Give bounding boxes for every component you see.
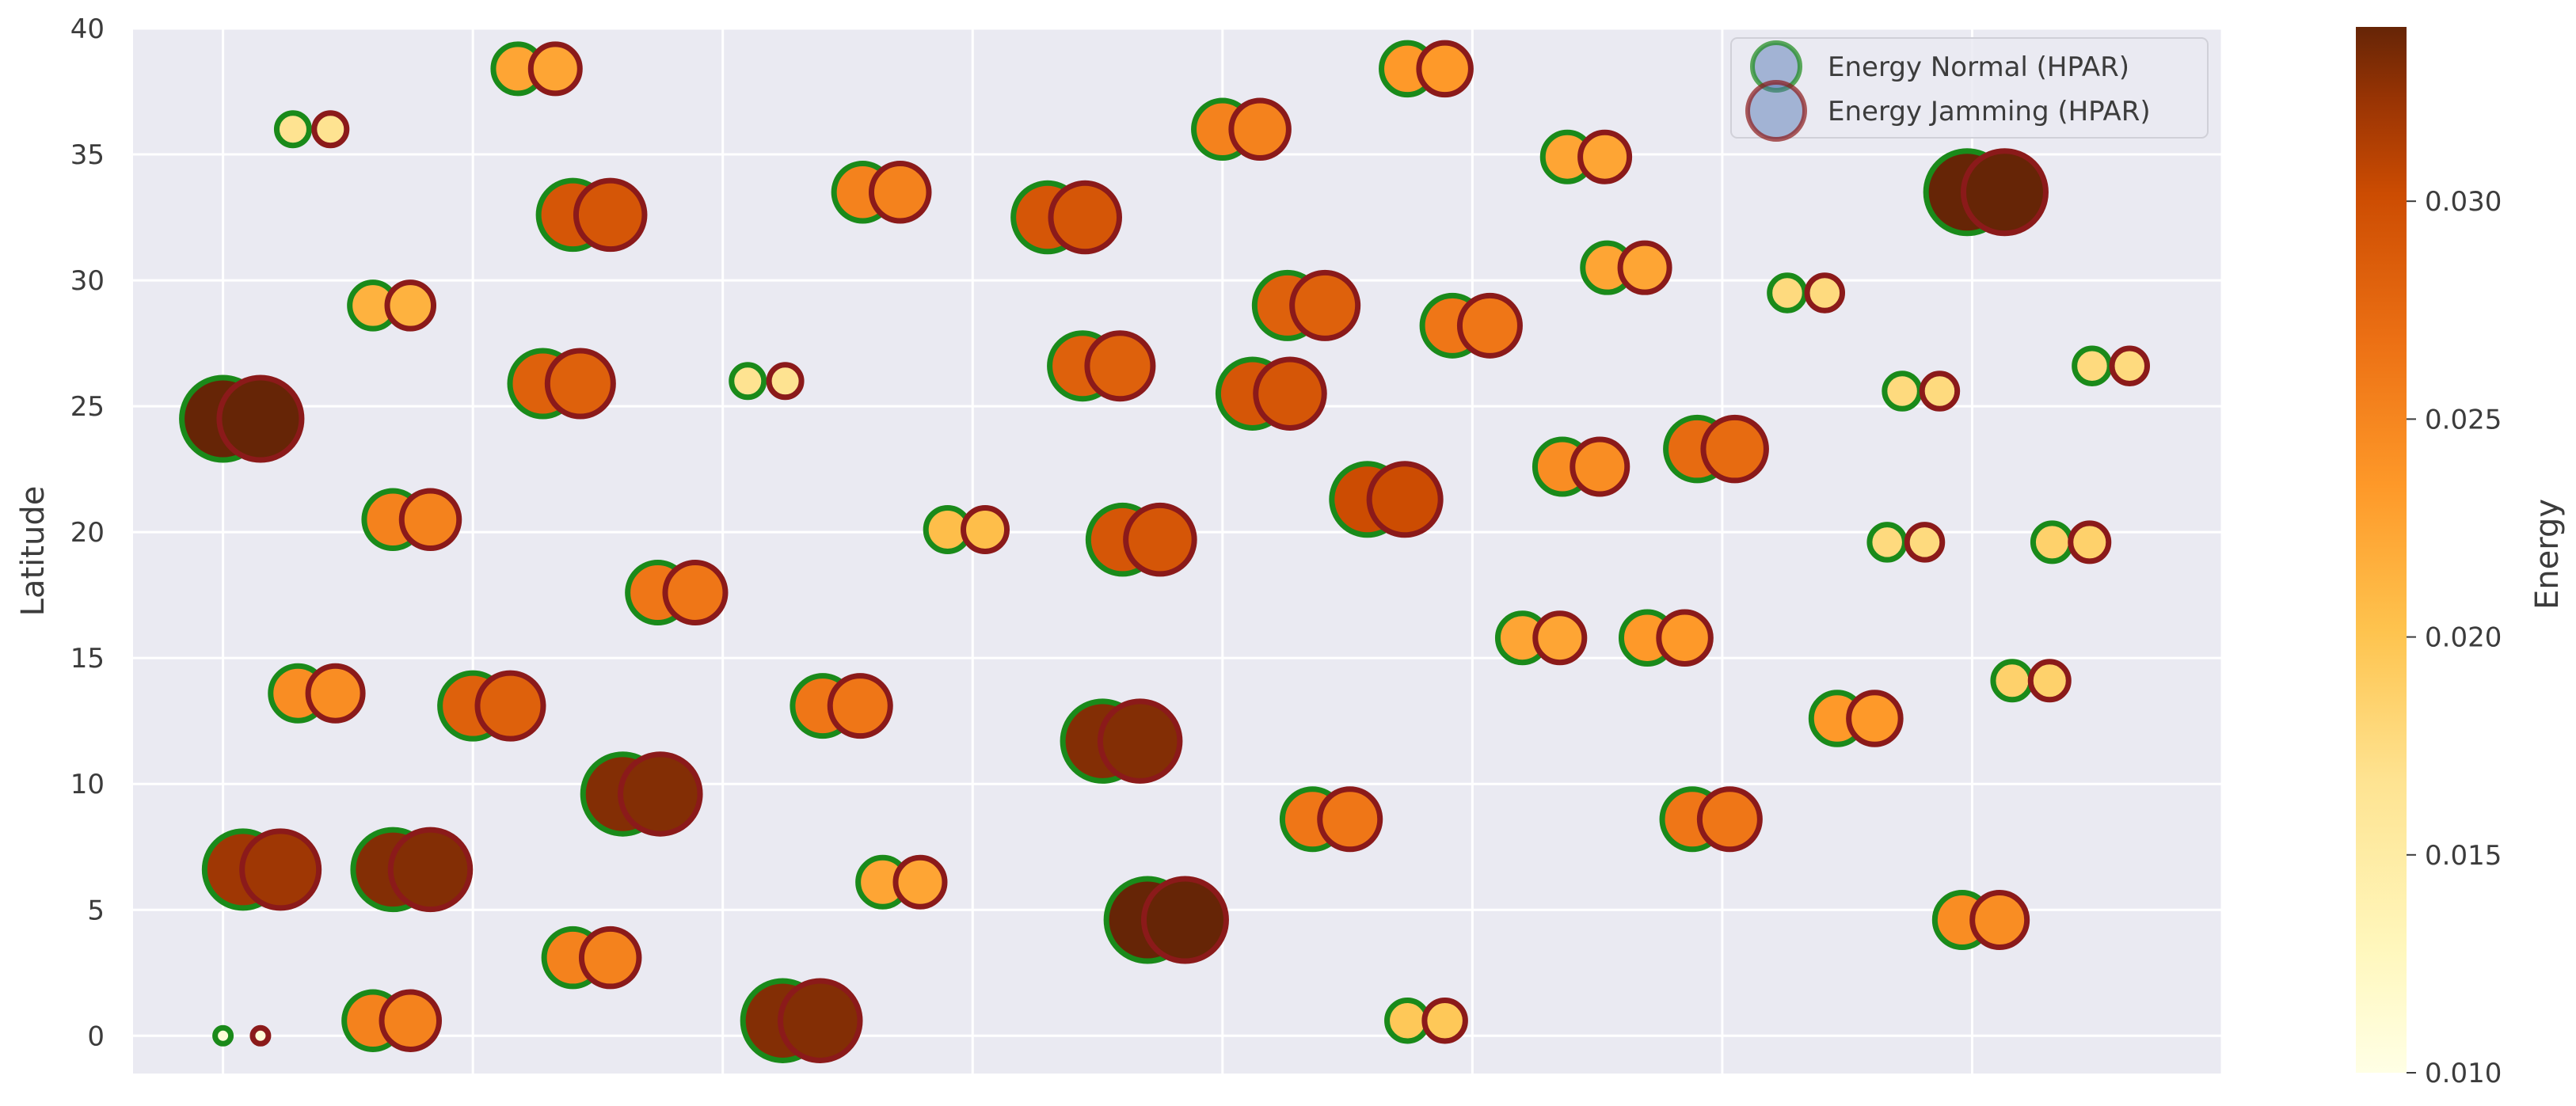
point-normal: [1866, 522, 1908, 563]
point-jamming: [868, 160, 932, 224]
point-jamming: [216, 374, 305, 463]
y-tick-label: 0: [87, 1020, 105, 1052]
point-jamming: [1804, 272, 1846, 314]
colorbar-tick-label: 0.025: [2425, 404, 2502, 435]
point-jamming: [527, 41, 583, 97]
point-jamming: [1846, 690, 1904, 747]
point-jamming: [2027, 659, 2072, 703]
point-jamming: [1969, 889, 2030, 950]
point-jamming: [1140, 876, 1229, 964]
y-tick-label: 5: [87, 895, 105, 926]
point-jamming: [1532, 610, 1588, 666]
point-jamming: [1700, 414, 1769, 484]
point-jamming: [778, 978, 863, 1063]
point-normal: [729, 362, 767, 401]
point-jamming: [1366, 461, 1444, 538]
point-jamming: [1456, 292, 1523, 359]
point-jamming: [618, 751, 703, 837]
data-points: [179, 40, 2150, 1063]
legend-marker-jamming: [1745, 80, 1807, 142]
point-jamming: [1904, 522, 1946, 563]
point-jamming: [662, 559, 729, 625]
point-jamming: [1228, 97, 1292, 161]
point-jamming: [379, 989, 443, 1052]
point-jamming: [1253, 356, 1327, 431]
legend-marker-normal: [1750, 40, 1802, 93]
point-jamming: [892, 854, 948, 910]
point-normal: [1882, 371, 1923, 412]
colorbar-tick-label: 0.020: [2425, 622, 2502, 654]
y-tick-labels: 0 5 10 15 20 25 30 35 40: [70, 13, 105, 1052]
point-jamming: [1048, 180, 1122, 255]
point-jamming: [1416, 40, 1474, 98]
point-jamming: [827, 673, 893, 739]
y-tick-label: 35: [70, 139, 105, 171]
point-jamming: [1289, 269, 1361, 341]
legend-label-jamming: Energy Jamming (HPAR): [1828, 96, 2151, 127]
legend-frame: [1730, 37, 2209, 139]
point-normal: [1384, 997, 1431, 1044]
colorbar-tick-label: 0.015: [2425, 840, 2502, 872]
point-jamming: [1577, 129, 1633, 184]
point-normal: [2030, 520, 2074, 564]
point-jamming: [249, 1024, 272, 1047]
point-normal: [212, 1024, 234, 1047]
y-tick-label: 40: [70, 13, 105, 45]
colorbar: [2356, 27, 2407, 1073]
legend: Energy Normal (HPAR) Energy Jamming (HPA…: [1730, 37, 2209, 142]
point-jamming: [578, 925, 642, 990]
point-jamming: [305, 663, 366, 724]
point-normal: [1990, 659, 2034, 703]
y-axis-label: Latitude: [15, 486, 51, 617]
point-jamming: [239, 828, 322, 911]
point-jamming: [766, 362, 805, 401]
colorbar-tick-label: 0.030: [2425, 186, 2502, 218]
point-jamming: [311, 110, 350, 149]
point-jamming: [387, 827, 474, 913]
point-jamming: [2068, 520, 2112, 564]
point-jamming: [1919, 371, 1961, 412]
point-normal: [1767, 272, 1808, 314]
point-jamming: [1696, 786, 1763, 853]
colorbar-tick-label: 0.010: [2425, 1058, 2502, 1089]
point-jamming: [1084, 330, 1156, 402]
point-jamming: [1421, 997, 1468, 1044]
point-jamming: [1656, 609, 1714, 667]
legend-label-normal: Energy Normal (HPAR): [1828, 51, 2129, 83]
y-tick-label: 30: [70, 265, 105, 297]
point-normal: [2072, 345, 2113, 386]
colorbar-ticks: 0.010 0.015 0.020 0.025 0.030: [2407, 186, 2502, 1089]
point-jamming: [474, 670, 546, 742]
point-normal: [273, 110, 312, 149]
point-jamming: [1097, 698, 1183, 784]
point-jamming: [1617, 240, 1672, 295]
point-jamming: [1123, 502, 1197, 577]
y-tick-label: 10: [70, 769, 105, 800]
point-jamming: [573, 177, 648, 253]
point-jamming: [1570, 436, 1630, 497]
point-jamming: [544, 348, 616, 420]
y-tick-label: 20: [70, 517, 105, 549]
point-jamming: [1960, 148, 2049, 237]
colorbar-label: Energy: [2529, 499, 2566, 610]
y-tick-label: 15: [70, 643, 105, 675]
point-jamming: [384, 279, 437, 332]
point-jamming: [1317, 786, 1383, 853]
point-jamming: [2109, 345, 2150, 386]
point-jamming: [961, 504, 1010, 554]
y-tick-label: 25: [70, 391, 105, 423]
point-jamming: [398, 488, 462, 551]
